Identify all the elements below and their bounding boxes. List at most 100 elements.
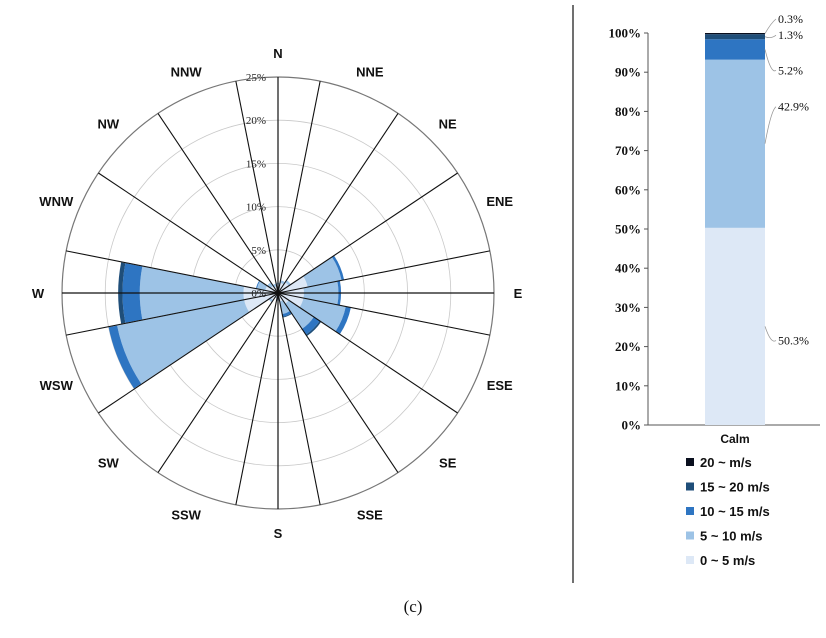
direction-label-e: E [514,286,523,301]
bar-segment-10-15-m-s [705,39,765,60]
bar-segment-5-10-m-s [705,59,765,228]
rose-sector-line [277,172,458,294]
rose-ring-label: 5% [251,245,266,257]
bar-segment-0-5-m-s [705,227,765,425]
bar-data-label-15-20-m-s: 1.3% [778,28,803,42]
bar-y-tick-label: 0% [622,418,642,433]
rose-wedge-sse-5-10-m-s [279,300,290,315]
rose-sector-line [277,81,321,294]
rose-wedge-se-10-15-m-s [302,317,320,335]
legend-label-5-10-m-s: 5 ~ 10 m/s [700,529,763,544]
rose-ring-label: 20% [246,115,266,127]
direction-label-wsw: WSW [40,378,74,393]
bar-y-tick-label: 60% [615,182,641,197]
legend-label-10-15-m-s: 10 ~ 15 m/s [700,504,770,519]
bar-segment-20-m-s [705,33,765,35]
bar-y-tick-label: 80% [615,104,641,119]
bar-data-label-10-15-m-s: 5.2% [778,63,803,77]
direction-label-nw: NW [97,116,119,131]
rose-sector-line [277,250,490,294]
rose-wedge-wsw-0-5-m-s [244,293,278,313]
rose-sector-line [66,250,279,294]
rose-sector-line [98,172,279,294]
rose-ring-label: 0% [251,288,266,300]
rose-wedge-ne-0-5-m-s [278,282,289,293]
direction-label-nnw: NNW [171,64,203,79]
rose-sector-line [277,113,399,294]
rose-ring-label: 10% [246,202,266,214]
rose-wedge-wsw-10-15-m-s [108,325,142,389]
direction-label-w: W [32,286,45,301]
rose-ring-label: 15% [246,158,266,170]
rose-wedge-se-0-5-m-s [278,293,289,304]
bar-y-tick-label: 100% [609,26,642,41]
rose-wedge-wnw-10-15-m-s [255,280,260,289]
direction-label-sse: SSE [357,508,383,523]
legend-swatch-0-5-m-s [686,556,694,564]
bar-data-label-0-5-m-s: 50.3% [778,333,809,347]
rose-sector-line [277,292,321,505]
rose-sector-line [235,292,279,505]
rose-sector-line [157,113,279,294]
direction-label-ene: ENE [486,194,513,209]
bar-label-leader [764,49,777,72]
bar-label-leader [764,326,777,342]
bar-data-label-20-m-s: 0.3% [778,12,803,26]
direction-label-wnw: WNW [39,194,74,209]
bar-y-tick-label: 90% [615,65,641,80]
rose-wedge-ene-10-15-m-s [332,255,345,281]
direction-label-ese: ESE [487,378,513,393]
rose-sector-line [277,292,458,414]
rose-wedge-ese-0-5-m-s [278,293,304,308]
legend-label-15-20-m-s: 15 ~ 20 m/s [700,480,770,495]
rose-wedge-ese-5-10-m-s [299,298,346,332]
bar-category-label: Calm [720,432,749,446]
rose-wedge-se-5-10-m-s [285,300,314,329]
rose-sector-line [235,81,279,294]
rose-wedge-sse-15-20-m-s [282,313,292,318]
direction-label-ne: NE [439,116,457,131]
rose-wedge-ene-5-10-m-s [303,257,342,287]
bar-y-tick-label: 20% [615,339,641,354]
bar-label-leader [764,34,777,39]
bar-segment-15-20-m-s [705,34,765,40]
rose-sector-line [277,292,490,336]
legend-swatch-15-20-m-s [686,482,694,491]
legend-label-20-m-s: 20 ~ m/s [700,455,752,470]
direction-label-n: N [273,46,282,61]
bar-label-leader [764,18,777,34]
rose-wedge-se-15-20-m-s [305,320,322,337]
calm-stacked-bar-chart: 0% 10% 20% 30% 40% 50% 60% 70% 80% 90% 100% Calm 50.… [609,12,820,568]
rose-sector-line [66,292,279,336]
bar-y-tick-label: 40% [615,261,641,276]
rose-sector-line [277,292,399,473]
bar-data-label-5-10-m-s: 42.9% [778,100,809,114]
rose-wedge-wsw-5-10-m-s [117,299,250,384]
rose-wedge-wnw-5-10-m-s [256,281,268,291]
rose-sector-line [98,292,279,414]
bar-y-tick-label: 50% [615,222,641,237]
figure-caption: (c) [404,597,423,616]
rose-wedge-sse-10-15-m-s [282,311,292,317]
direction-label-se: SE [439,456,457,471]
bar-label-leader [764,106,777,144]
legend-label-0-5-m-s: 0 ~ 5 m/s [700,553,755,568]
legend-swatch-10-15-m-s [686,507,694,515]
legend-swatch-5-10-m-s [686,531,694,540]
bar-y-tick-label: 10% [615,378,641,393]
rose-ring-label: 25% [246,72,266,84]
rose-wedge-ene-0-5-m-s [278,276,308,293]
bar-y-tick-label: 30% [615,300,641,315]
rose-wedge-ese-10-15-m-s [335,306,351,335]
wind-rose-chart: 0% 5% 10% 15% 20% 25% N NNE NE ENE E ESE SE SSE S SSW SW… [32,46,523,541]
legend-swatch-20-m-s [686,458,694,466]
rose-wedge-ne-5-10-m-s [285,280,291,286]
direction-label-s: S [274,526,283,541]
rose-sector-line [157,292,279,473]
bar-y-tick-label: 70% [615,143,641,158]
direction-label-ssw: SSW [171,508,201,523]
direction-label-sw: SW [98,456,120,471]
direction-label-nne: NNE [356,64,384,79]
